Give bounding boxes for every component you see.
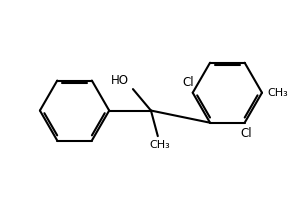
Text: Cl: Cl	[183, 76, 194, 89]
Text: HO: HO	[111, 73, 129, 87]
Text: Cl: Cl	[240, 127, 252, 140]
Text: CH₃: CH₃	[150, 140, 170, 150]
Text: CH₃: CH₃	[267, 88, 288, 98]
